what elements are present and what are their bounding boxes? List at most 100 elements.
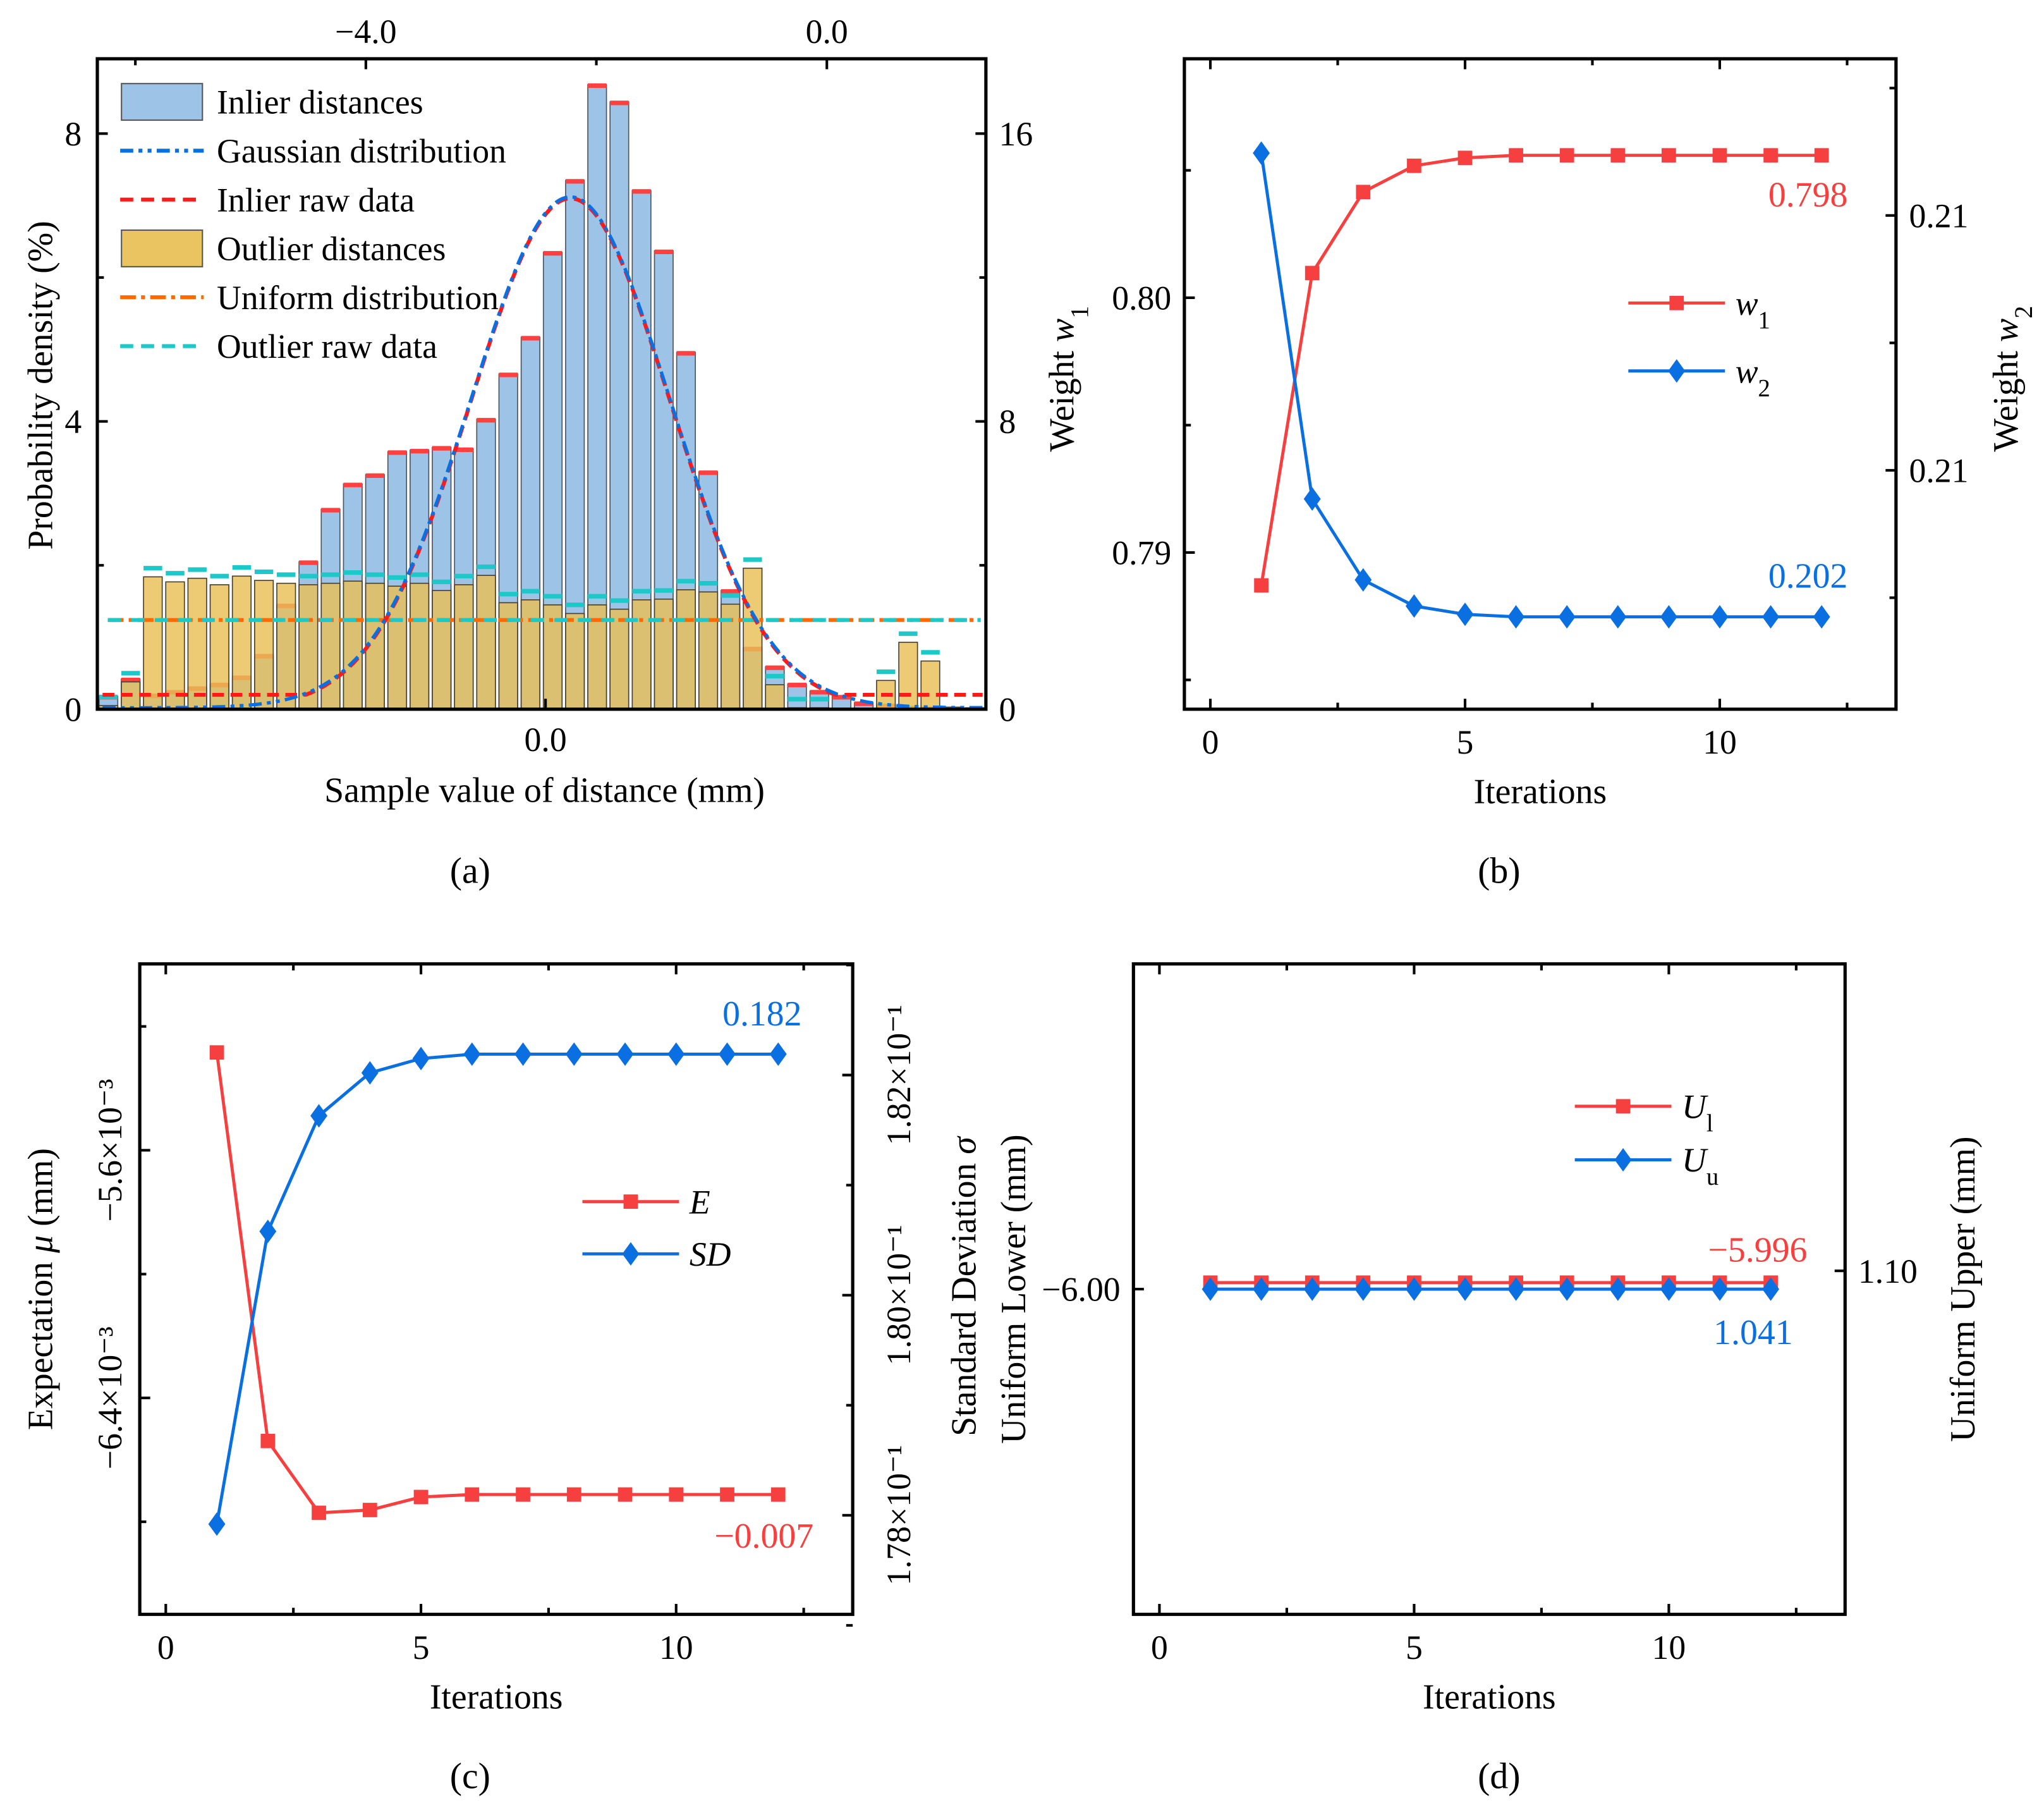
- right-y-tick-label: 0: [999, 690, 1016, 728]
- diamond-marker: [1762, 605, 1780, 629]
- inlier-raw-cap: [610, 101, 629, 106]
- left-y-axis-title-part: (mm): [21, 1148, 61, 1235]
- x-tick-label: 10: [659, 1629, 693, 1666]
- right-y-axis-title-part: σ: [944, 1135, 983, 1154]
- right-y-axis-title-part: w: [1986, 319, 2026, 342]
- square-marker: [260, 1433, 276, 1448]
- diamond-marker: [1609, 605, 1627, 629]
- diamond-marker: [1201, 1277, 1219, 1301]
- square-marker: [1559, 148, 1574, 163]
- square-marker: [1356, 185, 1371, 200]
- x-tick-label: 5: [413, 1629, 430, 1666]
- legend-label-part: U: [1682, 1141, 1708, 1179]
- left-y-axis-title-part: w: [1042, 319, 1081, 342]
- diamond-marker: [1405, 594, 1423, 618]
- outlier-bar: [920, 660, 940, 710]
- inlier-raw-cap: [588, 83, 607, 89]
- diamond-marker: [1507, 1277, 1525, 1301]
- diamond-marker: [616, 1042, 634, 1067]
- value-annotation: 1.041: [1713, 1313, 1792, 1352]
- outlier-bar: [254, 580, 274, 710]
- series-line: [215, 1052, 779, 1515]
- legend-marker: [1669, 295, 1684, 310]
- x-tick-label: 10: [1652, 1629, 1686, 1666]
- left-y-tick-label: −6.4×10⁻³: [91, 1326, 129, 1469]
- diamond-marker: [361, 1061, 379, 1085]
- diamond-marker: [1456, 1277, 1474, 1301]
- diamond-marker: [1660, 1277, 1677, 1301]
- y-tick-label: 4: [64, 403, 82, 441]
- legend-label-part: 2: [1758, 375, 1770, 401]
- outlier-bar: [298, 584, 319, 710]
- x-axis-title: Sample value of distance (mm): [324, 771, 765, 810]
- diamond-marker: [1558, 1277, 1576, 1301]
- square-marker: [566, 1487, 581, 1502]
- square-marker: [1407, 158, 1421, 173]
- panel-label: (c): [450, 1755, 490, 1796]
- square-marker: [516, 1487, 530, 1502]
- diamond-marker: [1405, 1277, 1423, 1301]
- panel-label: (d): [1478, 1755, 1520, 1796]
- inlier-raw-cap: [854, 701, 873, 706]
- diamond-marker: [1660, 605, 1677, 629]
- square-marker: [1457, 150, 1473, 166]
- inlier-raw-cap: [477, 418, 496, 423]
- inlier-raw-cap: [121, 677, 140, 683]
- legend-label: Inlier raw data: [217, 181, 415, 219]
- legend-label: Outlier distances: [217, 230, 446, 268]
- square-marker: [413, 1489, 429, 1505]
- right-y-tick-label: 1.10: [1858, 1252, 1918, 1290]
- outlier-bar: [676, 589, 696, 710]
- x-tick-label: 0: [157, 1629, 174, 1666]
- x-tick-label: 5: [1406, 1629, 1423, 1666]
- square-marker: [770, 1487, 786, 1502]
- legend-marker: [1615, 1099, 1631, 1114]
- plot-frame: [1183, 57, 1898, 711]
- right-y-tick-label: 16: [999, 115, 1033, 153]
- legend-label: SD: [690, 1235, 731, 1273]
- legend-label: w2: [1736, 352, 1770, 401]
- right-y-tick-label: 1.78×10⁻¹: [880, 1445, 918, 1586]
- diamond-marker: [208, 1512, 226, 1536]
- x-tick-label: 0.0: [525, 721, 567, 759]
- x-tick-label: 5: [1457, 723, 1474, 761]
- outlier-bar: [387, 585, 408, 710]
- inlier-bar: [787, 683, 807, 710]
- y-tick-label: 0: [64, 690, 82, 728]
- panel-label: (b): [1478, 850, 1520, 891]
- diamond-marker: [1558, 605, 1576, 629]
- left-y-axis-title-part: Weight: [1042, 342, 1081, 452]
- outlier-bar: [432, 590, 452, 710]
- diamond-marker: [1253, 141, 1270, 165]
- inlier-raw-cap: [765, 665, 784, 670]
- diamond-marker: [769, 1042, 787, 1067]
- legend-label: w1: [1736, 284, 1770, 334]
- diamond-marker: [565, 1042, 583, 1067]
- legend-label: Ul: [1682, 1087, 1713, 1137]
- inlier-raw-cap: [810, 690, 829, 695]
- outlier-bar: [609, 608, 630, 710]
- diamond-marker: [514, 1042, 532, 1067]
- top-x-tick-label: −4.0: [335, 13, 396, 51]
- inlier-raw-cap: [788, 682, 806, 688]
- square-marker: [362, 1503, 377, 1517]
- inlier-raw-cap: [432, 446, 451, 451]
- diamond-marker: [463, 1042, 481, 1067]
- inlier-raw-cap: [543, 251, 563, 256]
- diamond-marker: [1711, 1277, 1729, 1301]
- legend-swatch: [121, 83, 204, 121]
- panel-label: (a): [450, 850, 490, 891]
- value-annotation: −5.996: [1708, 1231, 1807, 1270]
- inlier-raw-cap: [676, 351, 696, 356]
- diamond-marker: [1354, 568, 1372, 592]
- right-y-axis-title: Standard Deviation σ: [944, 1135, 983, 1436]
- legend-label: E: [689, 1183, 710, 1221]
- outlier-bar: [187, 577, 207, 710]
- x-axis-title: Iterations: [430, 1677, 563, 1716]
- y-axis-title: Probability density (%): [21, 221, 61, 549]
- right-y-tick-label: 1.82×10⁻¹: [880, 1005, 918, 1145]
- diamond-marker: [412, 1046, 430, 1070]
- inlier-raw-cap: [499, 372, 518, 377]
- panel-a-histogram: 0 4 8 0 8 16 −4.0 0.0 0.0 Sample value of distanc…: [21, 13, 1033, 891]
